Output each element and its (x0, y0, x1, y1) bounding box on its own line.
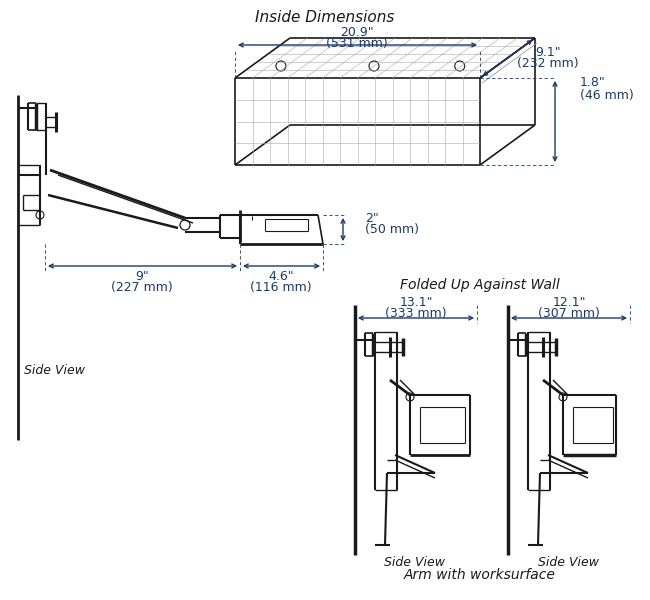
Text: (46 mm): (46 mm) (580, 88, 634, 101)
Text: 13.1": 13.1" (399, 295, 433, 308)
Text: (307 mm): (307 mm) (538, 307, 600, 319)
Text: Side View: Side View (385, 557, 445, 569)
Text: (227 mm): (227 mm) (111, 281, 173, 295)
Text: (50 mm): (50 mm) (365, 223, 419, 236)
Text: Inside Dimensions: Inside Dimensions (255, 10, 395, 25)
Text: 4.6": 4.6" (268, 269, 294, 283)
Text: 2": 2" (365, 211, 379, 224)
Text: 9.1": 9.1" (535, 46, 561, 58)
Text: 20.9": 20.9" (340, 26, 374, 40)
Text: (116 mm): (116 mm) (250, 281, 312, 295)
Text: 9": 9" (135, 269, 149, 283)
Text: 1.8": 1.8" (580, 76, 606, 89)
Text: Folded Up Against Wall: Folded Up Against Wall (400, 278, 560, 292)
Text: (232 mm): (232 mm) (517, 56, 578, 70)
Text: (333 mm): (333 mm) (385, 307, 447, 319)
Text: 12.1": 12.1" (552, 295, 586, 308)
Text: Arm with worksurface: Arm with worksurface (404, 568, 556, 582)
Text: Side View: Side View (25, 364, 86, 377)
Text: Side View: Side View (538, 557, 599, 569)
Text: (531 mm): (531 mm) (326, 37, 388, 50)
